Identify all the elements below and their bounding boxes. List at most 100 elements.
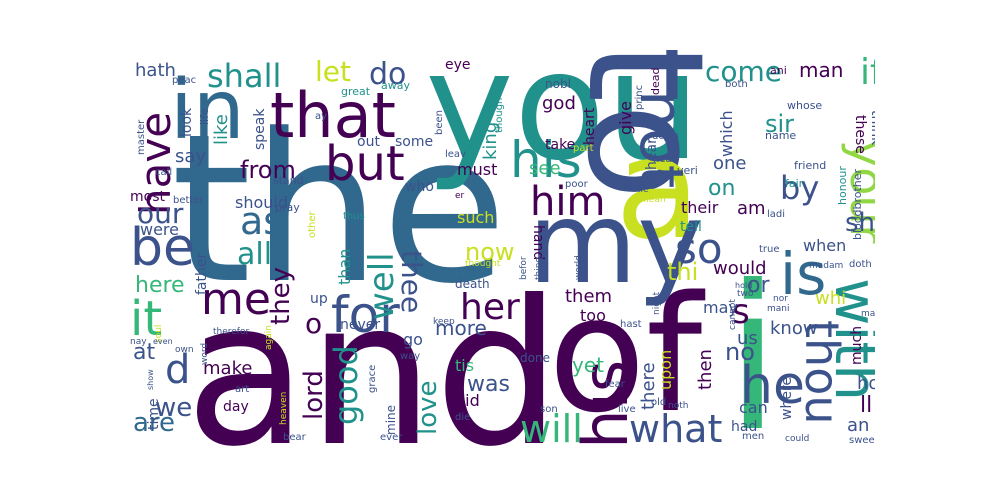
word-most: most xyxy=(130,189,165,205)
word-done: done xyxy=(520,351,550,365)
word-way: way xyxy=(400,351,421,362)
word-shall: shall xyxy=(207,57,282,95)
word-be: be xyxy=(130,218,195,278)
word-or: or xyxy=(747,273,770,298)
word-could: could xyxy=(785,434,810,444)
word-i: i xyxy=(725,243,781,451)
word-should: should xyxy=(235,193,289,212)
word-grace: grace xyxy=(367,364,378,393)
word-sweet: sweet xyxy=(849,435,875,446)
word-better: better xyxy=(173,195,204,206)
word-noble: nobl xyxy=(545,77,571,91)
word-thing: thing xyxy=(534,256,544,280)
word-now: now xyxy=(465,238,515,266)
word-old: old xyxy=(651,397,667,408)
word-s: s xyxy=(732,292,750,332)
word-cloud: the and you to of i a my in that is not … xyxy=(125,50,875,450)
word-other: other xyxy=(307,211,318,238)
word-night: night xyxy=(652,291,662,315)
word-a: a xyxy=(615,108,701,271)
word-day: day xyxy=(223,399,249,415)
word-again: again xyxy=(264,325,274,350)
word-fair: fair xyxy=(785,177,804,190)
word-two: two xyxy=(737,289,754,299)
word-lie: lie xyxy=(638,185,649,195)
word-by: by xyxy=(780,169,820,207)
word-from: from xyxy=(240,156,296,184)
word-noth: noth xyxy=(668,401,689,411)
word-hath: hath xyxy=(135,60,176,81)
word-her: her xyxy=(460,287,520,328)
word-was: was xyxy=(467,372,510,397)
word-let: let xyxy=(315,55,351,88)
word-may: may xyxy=(703,298,738,317)
word-will: will xyxy=(520,407,583,450)
word-where: where xyxy=(779,377,795,420)
word-friend: friend xyxy=(794,159,827,172)
word-o: o xyxy=(305,307,323,340)
word-therefor: therefor xyxy=(213,327,250,337)
word-give: give xyxy=(616,101,635,135)
word-show: show xyxy=(146,369,155,390)
word-stand: stand xyxy=(273,174,304,187)
word-who: who xyxy=(405,179,434,195)
word-poor: poor xyxy=(565,179,588,190)
word-world: world xyxy=(574,255,584,280)
word-made: made xyxy=(861,309,875,319)
word-good: good xyxy=(327,345,365,425)
word-out: out xyxy=(357,134,380,150)
word-the: the xyxy=(171,91,508,329)
word-an: an xyxy=(847,415,870,436)
word-of: of xyxy=(548,261,703,448)
word-they: they xyxy=(266,266,296,325)
word-nor: nor xyxy=(773,294,788,304)
word-our: our xyxy=(137,197,184,230)
word-them: them xyxy=(565,286,613,307)
word-bear: bear xyxy=(283,432,306,443)
word-come: come xyxy=(705,55,783,88)
word-even: even xyxy=(153,337,173,346)
word-head: head xyxy=(653,154,678,165)
word-keep: keep xyxy=(433,317,455,327)
word-live: live xyxy=(618,404,636,415)
word-how: how xyxy=(857,373,875,394)
word-my: my xyxy=(528,179,704,309)
word-madam: madam xyxy=(809,261,844,271)
word-in: in xyxy=(170,63,245,158)
word-than: than xyxy=(335,248,354,285)
word-hast: hast xyxy=(620,319,642,330)
word-been: been xyxy=(434,110,445,135)
word-is: is xyxy=(780,240,827,308)
word-when: when xyxy=(803,236,847,255)
word-honour: honour xyxy=(836,166,849,205)
word-me: me xyxy=(201,274,271,325)
word-own: own xyxy=(175,345,194,355)
word-no: no xyxy=(725,338,755,366)
word-am: am xyxy=(737,198,766,219)
word-that: that xyxy=(270,79,396,152)
word-thought: thought xyxy=(465,259,501,269)
word-whi: whi xyxy=(815,288,847,309)
word-eye: eye xyxy=(445,57,471,73)
word-what: what xyxy=(629,407,723,450)
word-his: his xyxy=(510,131,582,189)
word-both: both xyxy=(725,79,748,90)
word-down: down xyxy=(652,131,679,142)
word-are: are xyxy=(133,408,176,438)
word-love: love xyxy=(413,380,443,435)
word-some: some xyxy=(395,134,434,150)
word-yet: yet xyxy=(572,353,604,377)
word-ever: ever xyxy=(380,432,403,443)
word-one: one xyxy=(713,153,747,174)
word-he: he xyxy=(740,356,805,416)
word-speak: speak xyxy=(252,108,268,150)
word-fear: fear xyxy=(605,379,625,390)
word-whose: whose xyxy=(787,99,823,112)
word-though: though xyxy=(494,97,505,133)
word-life: life xyxy=(198,108,211,125)
word-upon: upon xyxy=(656,349,675,390)
word-well: well xyxy=(362,252,402,320)
word-word: word xyxy=(200,342,210,365)
word-all: all xyxy=(237,237,273,272)
word-hold: hold xyxy=(735,281,753,290)
